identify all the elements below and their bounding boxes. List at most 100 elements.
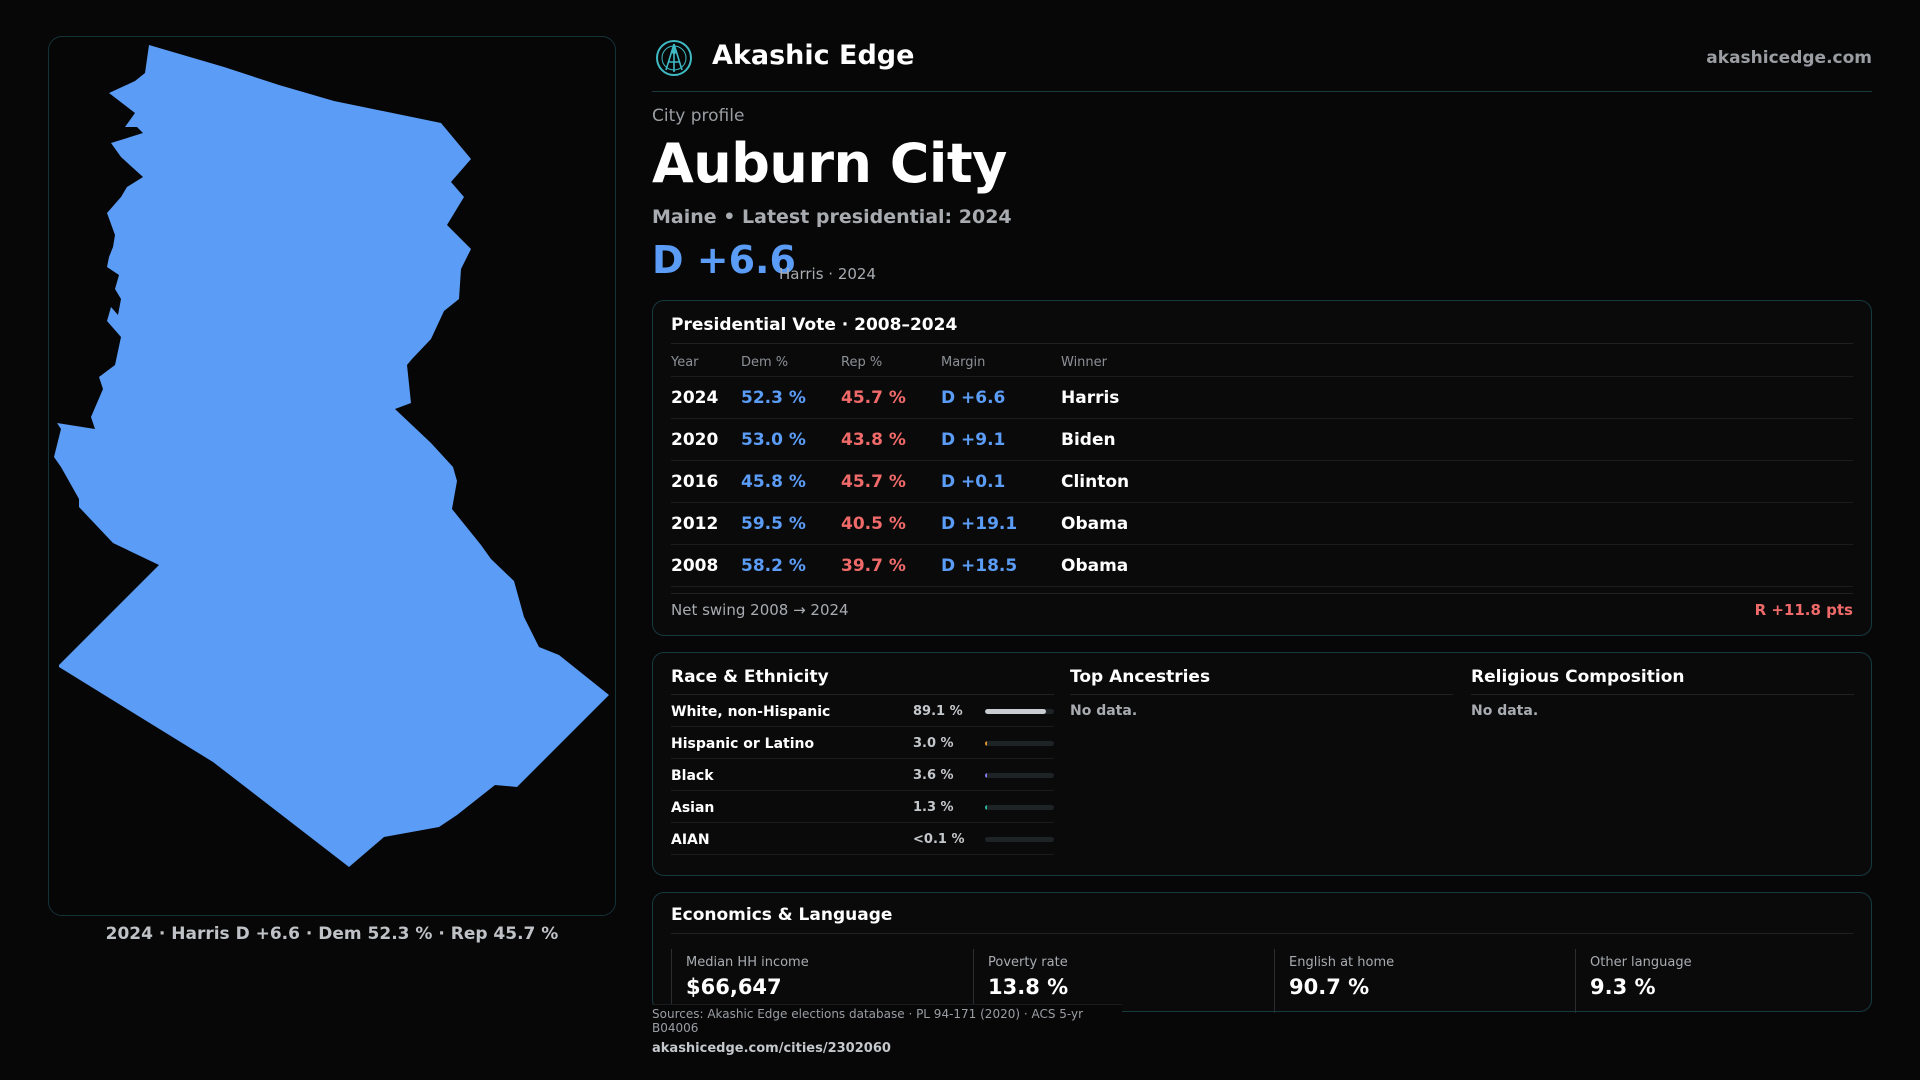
race-name: Hispanic or Latino (671, 736, 815, 752)
race-bar-fill (985, 709, 1047, 714)
cell-margin: D +18.5 (941, 556, 1018, 576)
page-subtitle: Maine • Latest presidential: 2024 (652, 206, 1012, 228)
col-header-margin[interactable]: Margin (941, 355, 986, 370)
col-header-dem[interactable]: Dem % (741, 355, 789, 370)
page-kicker: City profile (652, 106, 745, 126)
presidential-vote-title: Presidential Vote · 2008–2024 (671, 315, 958, 335)
race-ethnicity-title: Race & Ethnicity (671, 667, 1054, 695)
cell-margin: D +19.1 (941, 514, 1018, 534)
race-row: Black 3.6 % (671, 759, 1054, 791)
economics-language-title: Economics & Language (671, 905, 893, 925)
race-bar-fill (985, 805, 988, 810)
race-row: Asian 1.3 % (671, 791, 1054, 823)
cell-winner: Obama (1061, 514, 1129, 534)
cell-winner: Obama (1061, 556, 1129, 576)
city-boundary-map (54, 45, 609, 867)
latest-margin: D +6.6 (652, 238, 796, 282)
table-row: 2024 52.3 % 45.7 % D +6.6 Harris (671, 377, 1853, 419)
race-row: Hispanic or Latino 3.0 % (671, 727, 1054, 759)
cell-year: 2024 (671, 388, 719, 408)
stat-label: English at home (1289, 955, 1395, 970)
race-value: 1.3 % (913, 800, 954, 815)
stat-value: 9.3 % (1590, 975, 1656, 999)
divider (671, 593, 1853, 594)
latest-margin-note: Harris · 2024 (779, 265, 877, 283)
stat-value: 13.8 % (988, 975, 1069, 999)
sources-text: Sources: Akashic Edge elections database… (652, 1007, 1084, 1035)
stat-value: $66,647 (686, 975, 782, 999)
race-row: AIAN <0.1 % (671, 823, 1054, 855)
stat-english-at-home: English at home 90.7 % (1274, 949, 1564, 1013)
religious-composition-title: Religious Composition (1471, 667, 1854, 695)
cell-margin: D +6.6 (941, 388, 1006, 408)
race-bar-track (985, 741, 1054, 746)
cell-year: 2012 (671, 514, 719, 534)
brand-logo-icon[interactable] (654, 38, 694, 78)
table-row: 2020 53.0 % 43.8 % D +9.1 Biden (671, 419, 1853, 461)
site-domain-link[interactable]: akashicedge.com (1706, 48, 1872, 68)
city-boundary-shape (54, 45, 609, 867)
cell-winner: Biden (1061, 430, 1116, 450)
cell-rep: 39.7 % (841, 556, 906, 576)
cell-dem: 58.2 % (741, 556, 806, 576)
cell-year: 2008 (671, 556, 719, 576)
race-value: 3.0 % (913, 736, 954, 751)
stat-label: Other language (1590, 955, 1692, 970)
cell-winner: Harris (1061, 388, 1120, 408)
cell-dem: 45.8 % (741, 472, 806, 492)
race-bar-fill (985, 741, 988, 746)
race-value: 3.6 % (913, 768, 954, 783)
table-row: 2016 45.8 % 45.7 % D +0.1 Clinton (671, 461, 1853, 503)
cell-rep: 40.5 % (841, 514, 906, 534)
cell-rep: 45.7 % (841, 472, 906, 492)
race-value: 89.1 % (913, 704, 963, 719)
religious-composition-section: Religious Composition No data. (1471, 667, 1854, 719)
stat-label: Median HH income (686, 955, 809, 970)
page-title: Auburn City (652, 132, 1007, 195)
cell-year: 2020 (671, 430, 719, 450)
stat-poverty-rate: Poverty rate 13.8 % (973, 949, 1263, 1013)
race-bar-track (985, 805, 1054, 810)
race-name: Black (671, 768, 714, 784)
table-row: 2008 58.2 % 39.7 % D +18.5 Obama (671, 545, 1853, 587)
stat-other-language: Other language 9.3 % (1575, 949, 1865, 1013)
page-url-link[interactable]: akashicedge.com/cities/2302060 (652, 1041, 891, 1056)
cell-dem: 59.5 % (741, 514, 806, 534)
race-name: Asian (671, 800, 715, 816)
site-header: Akashic Edge akashicedge.com (652, 36, 1872, 92)
cell-winner: Clinton (1061, 472, 1130, 492)
no-data-text: No data. (1471, 703, 1539, 719)
map-caption: 2024 · Harris D +6.6 · Dem 52.3 % · Rep … (105, 924, 559, 944)
divider (671, 933, 1853, 934)
stat-label: Poverty rate (988, 955, 1068, 970)
economics-language-card: Economics & Language Median HH income $6… (652, 892, 1872, 1013)
cell-dem: 52.3 % (741, 388, 806, 408)
brand-name[interactable]: Akashic Edge (712, 40, 915, 71)
table-header: Year Dem % Rep % Margin Winner (671, 349, 1853, 377)
col-header-rep[interactable]: Rep % (841, 355, 883, 370)
race-ethnicity-list: White, non-Hispanic 89.1 % Hispanic or L… (671, 695, 1054, 855)
cell-rep: 43.8 % (841, 430, 906, 450)
race-name: White, non-Hispanic (671, 704, 831, 720)
race-name: AIAN (671, 832, 710, 848)
col-header-winner[interactable]: Winner (1061, 355, 1108, 370)
race-bar-fill (985, 773, 988, 778)
cell-year: 2016 (671, 472, 719, 492)
cell-rep: 45.7 % (841, 388, 906, 408)
presidential-vote-card: Presidential Vote · 2008–2024 Year Dem %… (652, 300, 1872, 636)
top-ancestries-title: Top Ancestries (1070, 667, 1453, 695)
presidential-vote-table: Year Dem % Rep % Margin Winner 2024 52.3… (671, 349, 1853, 587)
cell-margin: D +9.1 (941, 430, 1006, 450)
demographics-card: Race & Ethnicity White, non-Hispanic 89.… (652, 652, 1872, 876)
no-data-text: No data. (1070, 703, 1138, 719)
col-header-year[interactable]: Year (671, 355, 699, 370)
stat-median-income: Median HH income $66,647 (671, 949, 961, 1013)
table-row: 2012 59.5 % 40.5 % D +19.1 Obama (671, 503, 1853, 545)
city-map (48, 36, 616, 916)
page-footer: Sources: Akashic Edge elections database… (652, 1004, 1122, 1056)
race-row: White, non-Hispanic 89.1 % (671, 695, 1054, 727)
race-bar-track (985, 837, 1054, 842)
cell-margin: D +0.1 (941, 472, 1006, 492)
cell-dem: 53.0 % (741, 430, 806, 450)
race-value: <0.1 % (913, 832, 965, 847)
